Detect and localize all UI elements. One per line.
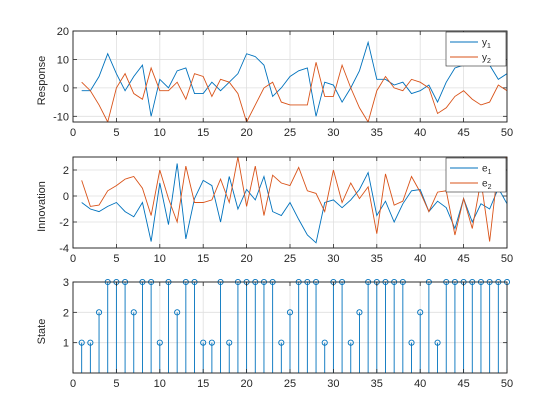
x-tick-label: 35 [371, 378, 383, 390]
x-tick-label: 20 [240, 127, 252, 139]
stem-marker [156, 339, 163, 346]
stem-marker [321, 339, 328, 346]
x-tick-label: 0 [70, 127, 76, 139]
series-line-y2 [81, 62, 507, 122]
stem-marker [286, 309, 294, 316]
y-tick-label: -4 [59, 243, 69, 255]
stem-marker [95, 309, 103, 316]
x-tick-label: 35 [371, 253, 383, 265]
y-tick-label: -2 [59, 217, 69, 229]
stem-marker [408, 339, 415, 346]
x-tick-label: 35 [371, 127, 383, 139]
x-tick-label: 50 [501, 378, 513, 390]
x-tick-label: 45 [457, 127, 469, 139]
x-tick-label: 5 [113, 253, 119, 265]
x-tick-label: 45 [457, 378, 469, 390]
legend-label-y2: y2 [482, 53, 491, 66]
chart-panel-3: 0 5 10 15 20 25 30 35 40 45 50 1 2 3 State [36, 277, 513, 390]
x-tick-label: 5 [113, 127, 119, 139]
plot-area [81, 157, 507, 244]
x-tick-label: 40 [414, 127, 426, 139]
legend-label-e1: e1 [482, 164, 492, 177]
x-tick-label: 15 [197, 253, 209, 265]
x-tick-label: 10 [154, 127, 166, 139]
stem-marker [347, 339, 354, 346]
stem-marker [87, 339, 94, 346]
plot-area [81, 40, 507, 122]
legend-box [445, 157, 507, 193]
stem-marker [434, 339, 441, 346]
stem-marker [356, 309, 363, 316]
legend-label-y1: y1 [482, 38, 491, 51]
stem-marker [78, 339, 85, 346]
x-tick-label: 30 [327, 378, 339, 390]
y-axis-label: Innovation [36, 181, 48, 232]
series-line-e1 [81, 163, 507, 244]
series-line-y1 [81, 40, 507, 117]
x-tick-label: 40 [414, 253, 426, 265]
x-tick-label: 40 [414, 378, 426, 390]
plot-area [81, 282, 507, 373]
stem-marker [417, 309, 424, 316]
y-tick-label: 2 [63, 165, 69, 177]
x-tick-label: 50 [501, 253, 513, 265]
y-tick-label: 3 [63, 277, 69, 289]
y-tick-label: 0 [63, 191, 69, 203]
stem-marker [130, 309, 137, 316]
stem-marker [226, 339, 233, 346]
stem-marker [208, 339, 215, 346]
x-tick-label: 20 [240, 378, 252, 390]
x-tick-label: 30 [327, 127, 339, 139]
legend-label-e2: e2 [482, 179, 492, 192]
stem-marker [200, 339, 207, 346]
y-tick-label: 10 [57, 54, 69, 66]
x-tick-label: 15 [197, 378, 209, 390]
x-tick-label: 10 [154, 253, 166, 265]
y-tick-label: -10 [53, 111, 69, 123]
x-tick-label: 50 [501, 127, 513, 139]
x-tick-label: 20 [240, 253, 252, 265]
y-axis-label: Response [36, 56, 48, 106]
series-line-e2 [81, 157, 507, 242]
y-tick-label: 1 [63, 338, 69, 350]
y-tick-label: 20 [57, 26, 69, 38]
x-tick-label: 25 [284, 127, 296, 139]
x-tick-label: 45 [457, 253, 469, 265]
x-tick-label: 0 [70, 378, 76, 390]
x-tick-label: 10 [154, 378, 166, 390]
legend-box [445, 31, 507, 67]
x-tick-label: 5 [113, 378, 119, 390]
stem-marker [278, 339, 285, 346]
y-tick-label: 2 [63, 307, 69, 319]
stem-marker [174, 309, 181, 316]
y-tick-label: 0 [63, 83, 69, 95]
x-tick-label: 15 [197, 127, 209, 139]
x-tick-label: 0 [70, 253, 76, 265]
x-tick-label: 30 [327, 253, 339, 265]
x-tick-label: 25 [284, 378, 296, 390]
y-axis-label: State [36, 319, 48, 345]
x-tick-label: 25 [284, 253, 296, 265]
